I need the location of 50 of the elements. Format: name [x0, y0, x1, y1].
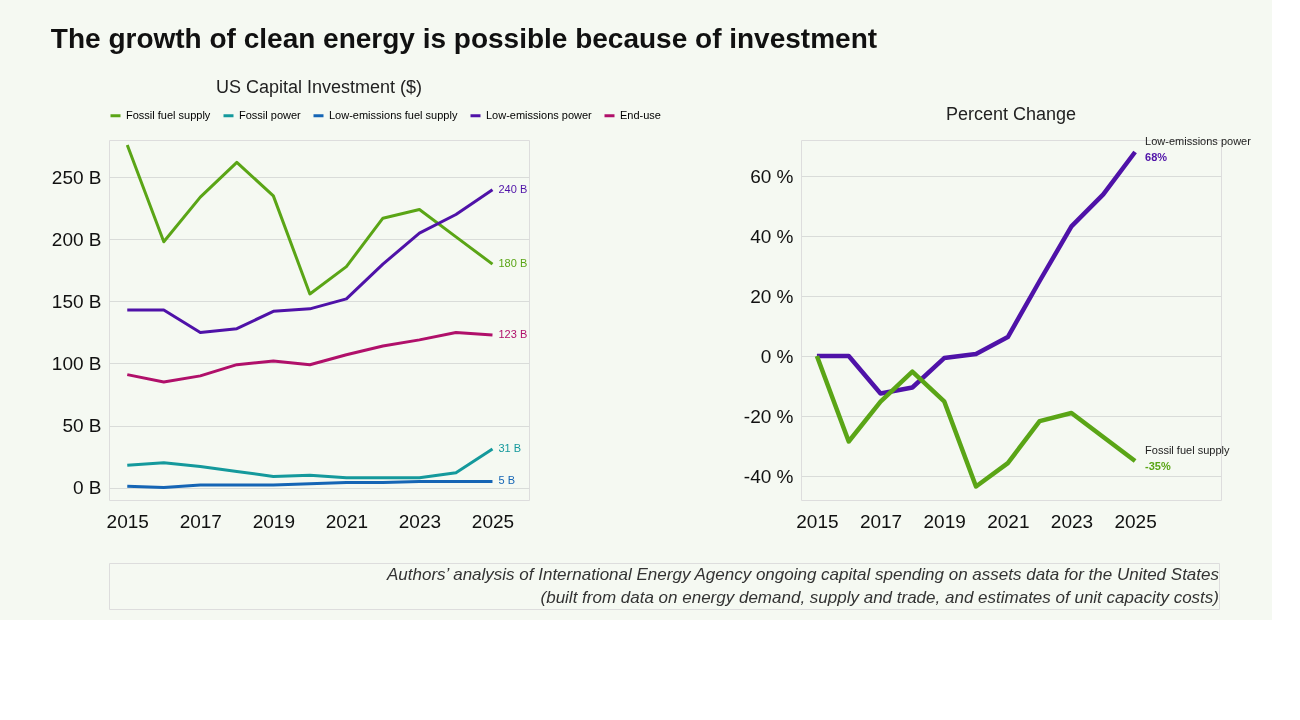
x-tick-label: 2025: [471, 510, 515, 532]
y-tick-label: 250 B: [51, 166, 102, 188]
data-label: 123 B: [498, 327, 528, 340]
text: Authors’ analysis of International Energy Agency ongoing capital spending on assets data for the United States: [386, 564, 1220, 584]
x-tick-label: 2017: [179, 510, 222, 532]
y-tick-label: 0 B: [72, 477, 102, 499]
legend-label: Fossil power: [239, 108, 302, 121]
legend-label: Fossil fuel supply: [126, 108, 211, 121]
line-series: [125, 330, 494, 384]
data-label: 5 B: [498, 474, 515, 487]
x-tick-label: 2021: [325, 510, 369, 532]
chart-subtitle: Percent Change: [945, 104, 1077, 124]
x-tick-label: 2023: [398, 510, 442, 532]
y-tick-label: 150 B: [51, 290, 102, 312]
y-tick-label: -40 %: [743, 465, 794, 487]
line-series: [125, 479, 494, 490]
legend-label: Low-emissions power: [486, 108, 593, 121]
data-label: 240 B: [498, 182, 528, 195]
x-tick-label: 2019: [252, 510, 295, 532]
x-tick-label: 2017: [859, 510, 903, 532]
y-tick-label: 20 %: [750, 285, 794, 307]
data-label: -35%: [1145, 460, 1171, 472]
y-tick-label: 0 %: [760, 345, 794, 367]
line-series: [125, 143, 494, 296]
y-tick-label: 200 B: [51, 228, 102, 250]
line-series: [125, 447, 494, 480]
x-tick-label: 2015: [106, 510, 149, 532]
y-tick-label: 100 B: [51, 352, 102, 374]
legend-label: End-use: [620, 108, 661, 121]
chart-subtitle: US Capital Investment ($): [215, 77, 423, 97]
data-label: 180 B: [498, 257, 528, 270]
chart-title: The growth of clean energy is possible because of investment: [50, 22, 878, 54]
y-tick-label: 50 B: [62, 415, 102, 437]
y-tick-label: -20 %: [743, 405, 794, 427]
y-tick-label: 40 %: [750, 225, 794, 247]
x-tick-label: 2025: [1114, 510, 1157, 532]
x-tick-label: 2021: [987, 510, 1030, 532]
series-label: Fossil fuel supply: [1145, 444, 1230, 456]
x-tick-label: 2019: [923, 510, 966, 532]
line-series: [814, 149, 1138, 396]
line-series: [814, 353, 1138, 489]
line-series: [125, 188, 494, 334]
text: (built from data on energy demand, supply and trade, and estimates of unit capacity costs): [540, 587, 1219, 607]
series-label: Low-emissions power: [1145, 135, 1252, 147]
x-tick-label: 2015: [796, 510, 839, 532]
y-tick-label: 60 %: [750, 165, 794, 187]
legend-label: Low-emissions fuel supply: [329, 108, 458, 121]
data-label: 68%: [1145, 151, 1168, 163]
data-label: 31 B: [498, 442, 522, 455]
x-tick-label: 2023: [1050, 510, 1094, 532]
